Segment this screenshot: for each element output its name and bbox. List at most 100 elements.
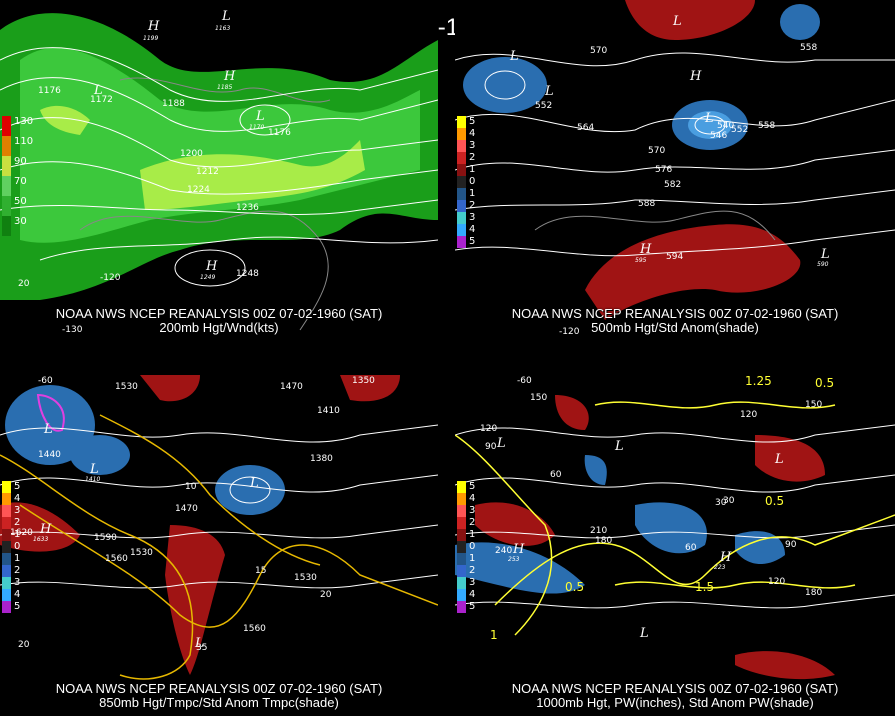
legend-swatch [457, 128, 466, 140]
contour-label: 540 [717, 121, 734, 131]
legend-swatch [457, 481, 466, 493]
legend-label: 0 [469, 541, 476, 552]
legend-label: 2 [14, 517, 21, 528]
panel-subcaption: 1000mb Hgt, PW(inches), Std Anom PW(shad… [536, 695, 814, 710]
contour-label: 120 [740, 410, 757, 420]
legend-swatch [457, 589, 466, 601]
legend-swatch [457, 116, 466, 128]
lon-label: -120 [100, 273, 121, 283]
panel-subcaption: 200mb Hgt/Wnd(kts) [159, 320, 279, 335]
legend-swatch [2, 541, 11, 553]
contour-label: 30 [715, 498, 727, 508]
contour-label: 576 [655, 165, 672, 175]
contour-label: 588 [638, 199, 655, 209]
map-200mb: 1176 1172 1188 1200 1212 1224 1236 1248 … [0, 9, 438, 335]
pressure-low-marker: L [249, 476, 259, 491]
legend-swatch [2, 136, 11, 156]
legend-label: 1 [469, 553, 476, 564]
legend-label: 3 [469, 577, 476, 588]
svg-text:1249: 1249 [200, 274, 215, 281]
legend-swatch [2, 505, 11, 517]
legend-label: 4 [469, 128, 476, 139]
svg-text:1410: 1410 [85, 476, 100, 483]
pressure-low-marker: L [544, 84, 554, 99]
svg-text:590: 590 [817, 261, 829, 268]
svg-text:1199: 1199 [143, 35, 158, 42]
legend-swatch [2, 589, 11, 601]
contour-label: 1172 [90, 95, 113, 105]
lat-label: 20 [18, 279, 30, 289]
legend-label: 1 [469, 188, 476, 199]
contour-label: 20 [320, 590, 332, 600]
legend-label: 3 [14, 577, 21, 588]
legend-swatch [2, 565, 11, 577]
legend-label: 110 [14, 136, 34, 147]
svg-text:1170: 1170 [249, 124, 264, 131]
legend-label: 4 [14, 589, 21, 600]
pressure-low-marker: L [43, 422, 53, 437]
contour-label: 552 [535, 101, 552, 111]
pressure-low-marker: L [194, 636, 204, 651]
legend-swatch [457, 553, 466, 565]
contour-label: 564 [577, 123, 594, 133]
legend-swatch [2, 116, 11, 136]
legend-label: 3 [469, 505, 476, 516]
lon-label: -130 [62, 325, 83, 335]
legend-label: 3 [469, 212, 476, 223]
lon-label: -120 [559, 327, 580, 337]
contour-label: 1200 [180, 149, 203, 159]
contour-label: 570 [590, 46, 607, 56]
pressure-high-marker: H [147, 19, 160, 34]
panel-1000mb: 150 120 90 60 30 210 180 240 120 150 0.5… [455, 375, 895, 716]
legend-label: 4 [14, 493, 21, 504]
pressure-high-marker: H [205, 259, 218, 274]
contour-label: 0.5 [815, 376, 834, 390]
legend-swatch [457, 176, 466, 188]
contour-label: 120 [480, 424, 497, 434]
panel-subcaption: 500mb Hgt/Std Anom(shade) [591, 320, 759, 335]
contour-label: 210 [590, 526, 607, 536]
contour-label: 1176 [268, 128, 291, 138]
legend-label: 50 [14, 196, 27, 207]
legend-label: 5 [469, 601, 476, 612]
legend-swatch [457, 164, 466, 176]
pressure-low-marker: L [93, 83, 103, 98]
contour-label: 60 [550, 470, 562, 480]
legend-label: 5 [469, 236, 476, 247]
contour-label: 1.25 [745, 375, 772, 388]
legend-label: 0 [14, 541, 21, 552]
panel-caption: NOAA NWS NCEP REANALYSIS 00Z 07-02-1960 … [55, 306, 383, 321]
contour-label: 90 [485, 442, 497, 452]
legend-swatch [457, 529, 466, 541]
svg-text:223: 223 [714, 564, 726, 571]
legend-label: 3 [469, 140, 476, 151]
legend-swatch [2, 493, 11, 505]
legend-label: 2 [469, 152, 476, 163]
wind-speed-legend: 130 110 90 70 50 30 [2, 116, 33, 236]
contour-label: 582 [664, 180, 681, 190]
legend-swatch [2, 577, 11, 589]
legend-label: 5 [14, 601, 21, 612]
legend-swatch [2, 517, 11, 529]
contour-label: 1530 [115, 382, 138, 392]
pressure-high-marker: H [689, 69, 702, 84]
contour-label: 1236 [236, 203, 259, 213]
pressure-high-marker: H [719, 550, 732, 565]
legend-swatch [2, 553, 11, 565]
legend-swatch [457, 505, 466, 517]
legend-label: 4 [469, 589, 476, 600]
svg-text:1185: 1185 [217, 84, 232, 91]
contour-label: 150 [805, 400, 822, 410]
svg-text:253: 253 [508, 556, 520, 563]
panel-caption: NOAA NWS NCEP REANALYSIS 00Z 07-02-1960 … [511, 681, 839, 696]
panel-850mb: 1530 1470 1440 1410 1380 1350 1590 1560 … [0, 375, 438, 716]
pressure-high-marker: H [39, 522, 52, 537]
legend-swatch [2, 601, 11, 613]
pressure-low-marker: L [509, 49, 519, 64]
legend-label: 70 [14, 176, 27, 187]
legend-swatch [457, 541, 466, 553]
contour-label: 1560 [243, 624, 266, 634]
legend-swatch [457, 152, 466, 164]
